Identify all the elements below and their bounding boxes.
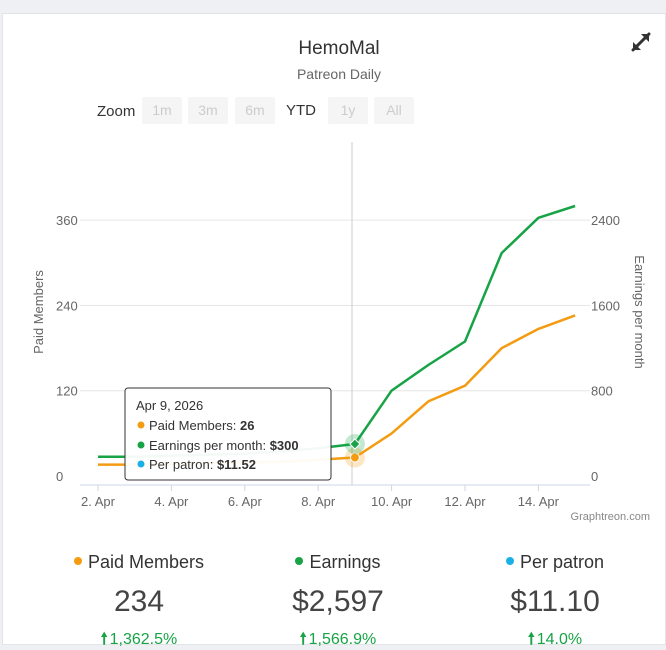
fullscreen-icon[interactable]: [630, 31, 652, 53]
svg-text:1m: 1m: [152, 102, 171, 118]
left-tick-label: 0: [56, 469, 63, 484]
right-tick-label: 0: [591, 469, 598, 484]
perpatron-dot: [505, 557, 514, 566]
hover-point-earnings: [349, 438, 361, 450]
left-tick-label: 360: [56, 213, 78, 228]
zoom-button-1y[interactable]: 1y: [328, 97, 368, 124]
members-dot: [73, 557, 82, 566]
zoom-button-all[interactable]: All: [374, 97, 414, 124]
arrow-up-icon: 🠕: [100, 631, 108, 648]
stat-earnings-value: $2,597: [292, 585, 384, 618]
zoom-button-6m[interactable]: 6m: [235, 97, 275, 124]
tooltip-row-perpatron: Per patron: $11.52: [149, 457, 256, 472]
earnings-dot: [295, 557, 304, 566]
stat-earnings-change: 1,566.9%: [308, 631, 377, 648]
chart-svg: HemoMal Patreon Daily Zoom 1m 3m 6m YTD …: [31, 38, 650, 523]
stat-paid-members: Paid Members 234 🠕 1,362.5%: [39, 550, 239, 650]
x-tick-label: 6. Apr: [228, 494, 263, 509]
arrow-up-icon: 🠕: [299, 631, 307, 648]
arrow-up-icon: 🠕: [527, 631, 535, 648]
svg-text:3m: 3m: [198, 102, 217, 118]
tooltip-earnings-dot: [137, 441, 145, 449]
stat-members-value: 234: [113, 585, 165, 618]
zoom-button-3m[interactable]: 3m: [188, 97, 228, 124]
x-tick-label: 4. Apr: [154, 494, 189, 509]
left-axis-title: Paid Members: [31, 270, 46, 354]
stat-members-label: Paid Members: [87, 552, 205, 572]
right-tick-label: 1600: [591, 298, 620, 313]
stat-earnings: Earnings $2,597 🠕 1,566.9%: [238, 550, 438, 650]
tooltip-members-dot: [137, 421, 145, 429]
tooltip: Apr 9, 2026 Paid Members: 26 Earnings pe…: [124, 387, 332, 481]
x-tick-label: 8. Apr: [301, 494, 336, 509]
x-tick-label: 14. Apr: [518, 494, 560, 509]
stat-per-patron: Per patron $11.10 🠕 14.0%: [455, 550, 655, 650]
tooltip-date: Apr 9, 2026: [136, 398, 203, 413]
stat-perpatron-label: Per patron: [519, 552, 605, 572]
stat-perpatron-change: 14.0%: [536, 631, 583, 648]
right-tick-label: 2400: [591, 213, 620, 228]
stat-perpatron-value: $11.10: [510, 585, 600, 618]
zoom-label: Zoom: [97, 103, 135, 120]
svg-text:1y: 1y: [341, 102, 356, 118]
zoom-button-1m[interactable]: 1m: [142, 97, 182, 124]
chart-subtitle: Patreon Daily: [297, 66, 381, 82]
stat-members-change: 1,362.5%: [109, 631, 178, 648]
tooltip-row-members: Paid Members: 26: [149, 418, 255, 433]
right-tick-label: 800: [591, 384, 613, 399]
svg-text:YTD: YTD: [286, 102, 316, 119]
credit-label: Graphtreon.com: [571, 511, 650, 523]
zoom-button-ytd[interactable]: YTD: [280, 97, 322, 124]
tooltip-perpatron-dot: [137, 460, 145, 468]
tooltip-row-earnings: Earnings per month: $300: [149, 438, 299, 453]
x-tick-label: 10. Apr: [371, 494, 413, 509]
left-tick-label: 240: [56, 298, 78, 313]
left-tick-label: 120: [56, 384, 78, 399]
stat-earnings-label: Earnings: [309, 552, 381, 572]
x-tick-label: 12. Apr: [444, 494, 486, 509]
svg-text:All: All: [386, 102, 402, 118]
hover-point-members: [349, 452, 360, 463]
right-axis-title: Earnings per month: [632, 255, 647, 368]
chart-title: HemoMal: [298, 38, 379, 59]
x-tick-label: 2. Apr: [81, 494, 116, 509]
svg-text:6m: 6m: [245, 102, 264, 118]
